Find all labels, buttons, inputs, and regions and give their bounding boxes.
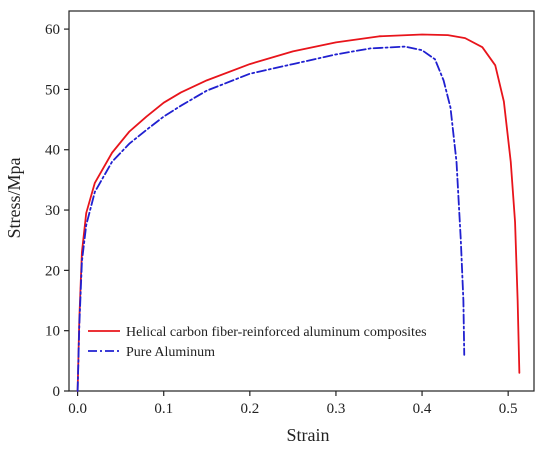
y-tick-label: 10	[45, 324, 60, 340]
x-tick-label: 0.0	[68, 401, 87, 417]
x-axis-ticks: 0.0 0.1 0.2 0.3 0.4 0.5	[68, 391, 518, 417]
pure-aluminum-series-line	[76, 45, 466, 392]
y-tick-label: 0	[53, 384, 61, 400]
composite-series-line	[76, 33, 521, 392]
legend: Helical carbon fiber-reinforced aluminum…	[88, 325, 427, 360]
x-tick-label: 0.2	[240, 401, 259, 417]
y-axis-title: Stress/Mpa	[4, 157, 24, 238]
plot-area-border	[68, 10, 535, 392]
x-tick-label: 0.1	[154, 401, 173, 417]
legend-composite-label: Helical carbon fiber-reinforced aluminum…	[126, 325, 427, 340]
x-axis-title: Strain	[287, 425, 330, 445]
y-tick-label: 40	[45, 143, 60, 159]
y-tick-label: 60	[45, 22, 60, 38]
legend-pure-aluminum-label: Pure Aluminum	[126, 345, 215, 360]
x-tick-label: 0.3	[327, 401, 346, 417]
series-layer	[76, 33, 521, 392]
x-tick-label: 0.5	[499, 401, 518, 417]
plot-frame	[68, 10, 535, 392]
y-tick-label: 50	[45, 82, 60, 98]
y-tick-label: 30	[45, 203, 60, 219]
x-tick-label: 0.4	[413, 401, 432, 417]
y-axis-ticks: 0 10 20 30 40 50 60	[45, 22, 69, 400]
y-tick-label: 20	[45, 263, 60, 279]
